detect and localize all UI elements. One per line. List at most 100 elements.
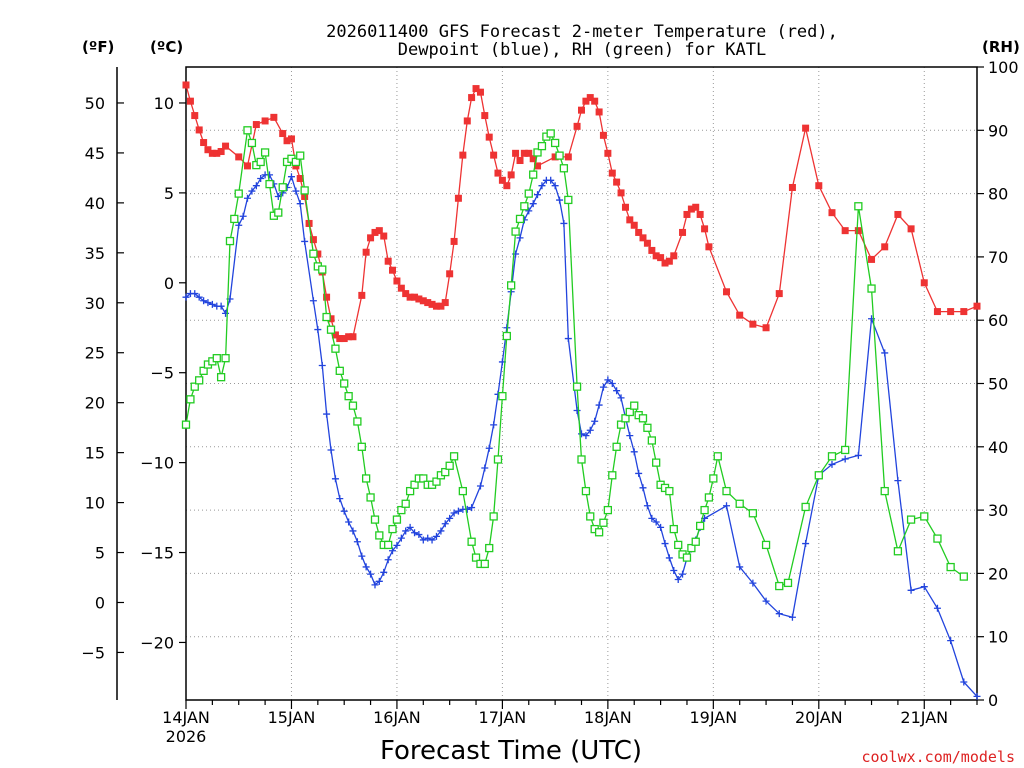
data-point [841,455,849,463]
data-point [375,227,383,235]
data-point [419,297,427,305]
data-point [296,151,305,160]
data-point [322,312,331,322]
data-point [661,259,669,267]
data-point [682,553,692,562]
data-point [947,637,955,645]
data-point [617,394,625,402]
data-point [309,236,317,244]
data-point [371,581,379,589]
data-point [375,531,384,540]
data-point [252,182,260,190]
data-point [893,547,903,556]
fahrenheit-tick-label: 0 [95,593,105,612]
data-point [507,281,516,290]
data-point [854,227,862,235]
data-point [283,137,291,145]
data-point [520,149,528,157]
data-point [291,157,301,167]
data-point [498,392,507,401]
data-point [498,176,506,184]
data-point [960,308,968,316]
data-point [437,527,445,535]
data-point [340,379,349,388]
data-point [591,97,599,105]
celsius-tick-label: −15 [140,544,174,563]
data-point [599,383,607,391]
data-point [380,232,388,240]
fahrenheit-axis-unit: (ºF) [82,38,114,56]
data-point [814,471,823,480]
data-point [362,563,370,571]
data-point [665,554,673,562]
fahrenheit-tick-label: 10 [85,494,105,513]
data-point [327,446,335,454]
data-point [411,293,419,301]
data-point [533,148,542,157]
data-point [643,502,651,510]
data-point [261,117,269,125]
data-point [195,376,204,385]
data-point [199,366,208,375]
data-point [266,171,274,179]
data-point [595,108,603,116]
x-tick-label: 19JAN [689,708,737,727]
data-point [679,228,687,236]
data-point [692,203,700,211]
data-point [578,106,585,114]
data-point [762,597,770,605]
data-point [340,335,348,343]
data-point [529,170,538,179]
data-point [854,451,862,459]
data-point [274,208,283,217]
data-point [867,284,876,293]
rh-tick-label: 60 [988,311,1008,330]
data-point [665,257,673,265]
data-point [292,187,300,195]
data-point [353,417,362,426]
data-point [370,515,380,524]
data-point [344,392,353,401]
data-point [802,124,810,132]
series-dewpoint [182,171,981,700]
data-point [841,445,850,455]
data-point [635,469,643,477]
data-point [670,252,678,260]
data-point [635,228,643,236]
chart-title: 2026011400 GFS Forecast 2-meter Temperat… [326,22,838,60]
data-point [393,541,401,549]
data-point [476,88,484,96]
data-point [525,149,533,157]
data-point [345,518,353,526]
data-point [551,182,559,190]
data-point [657,523,665,531]
data-point [446,514,454,522]
data-point [546,129,555,138]
data-point [525,207,533,215]
data-point [665,486,674,496]
data-point [515,214,525,224]
rh-tick-label: 70 [988,248,1008,267]
data-point [467,537,476,546]
data-point [257,174,265,182]
data-point [335,366,344,375]
data-point [208,300,216,308]
rh-tick-label: 40 [988,438,1008,457]
data-point [947,308,955,316]
data-point [775,290,783,298]
data-point [296,200,304,208]
data-point [296,174,304,182]
data-point [331,475,339,483]
data-point [594,528,604,537]
data-point [687,205,695,213]
data-point [559,164,569,173]
data-point [380,568,388,576]
x-tick-label: 16JAN [373,708,421,727]
data-point [415,295,423,303]
data-point [336,495,344,503]
data-point [441,467,450,477]
rh-tick-label: 10 [988,628,1008,647]
data-point [556,196,564,204]
celsius-axis-unit: (ºC) [150,38,183,56]
